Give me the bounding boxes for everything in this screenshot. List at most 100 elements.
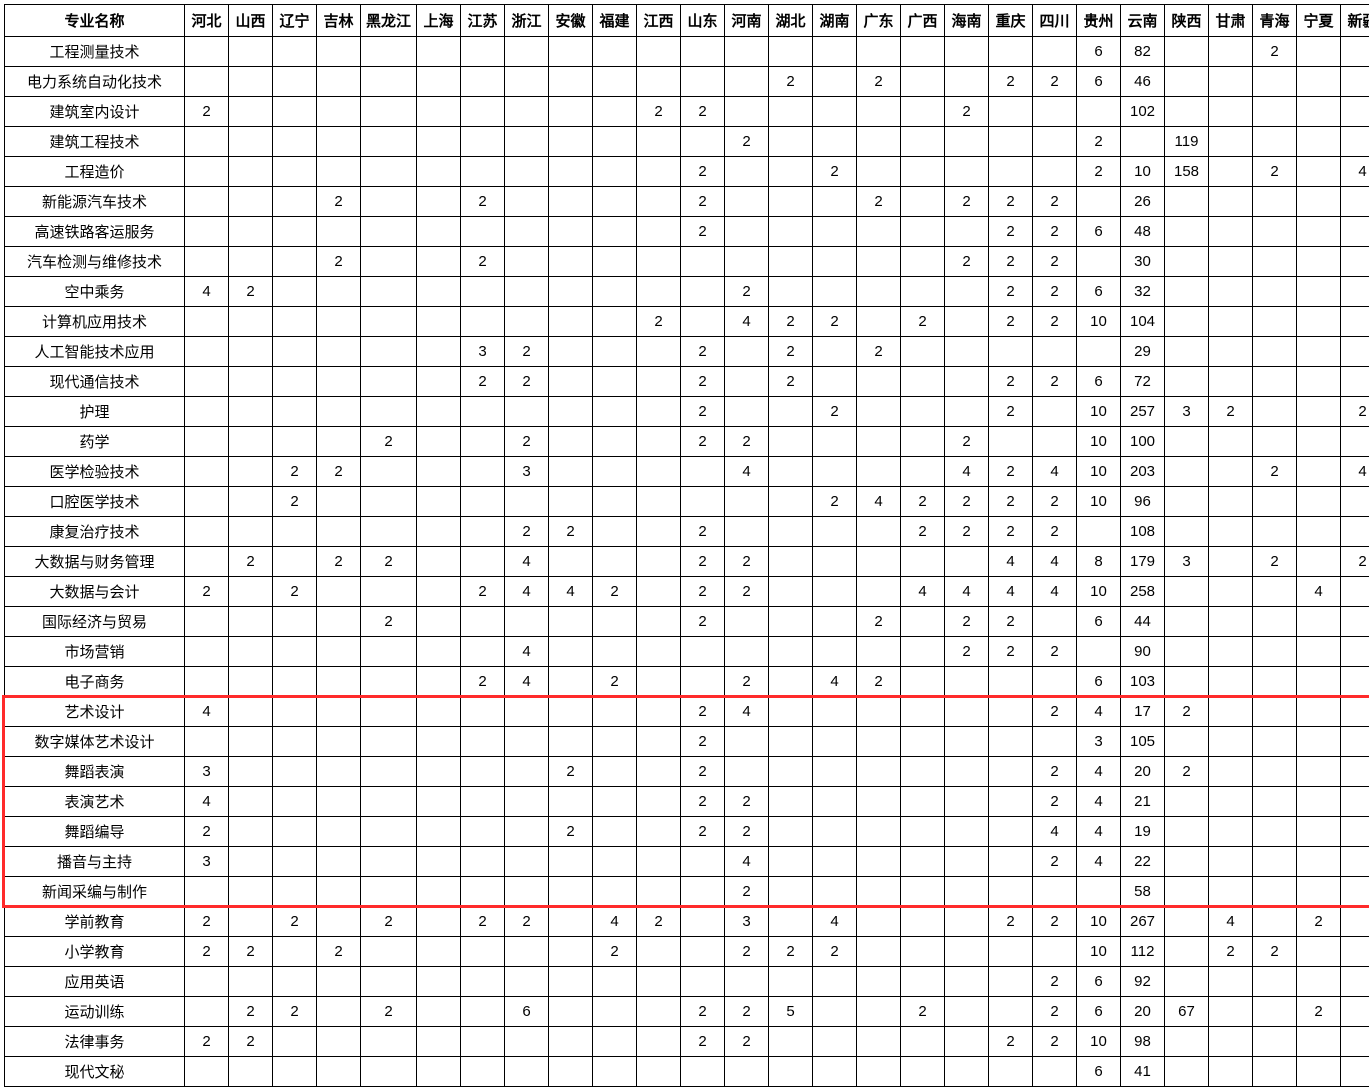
value-cell [1253, 697, 1297, 727]
value-cell [185, 427, 229, 457]
value-cell: 2 [989, 607, 1033, 637]
value-cell [1341, 1057, 1369, 1087]
value-cell [229, 1057, 273, 1087]
table-row: 播音与主持342422 [5, 847, 1369, 877]
value-cell: 2 [185, 1027, 229, 1057]
value-cell [417, 1027, 461, 1057]
value-cell [769, 517, 813, 547]
value-cell [505, 67, 549, 97]
value-cell [593, 517, 637, 547]
value-cell [1165, 1027, 1209, 1057]
value-cell [549, 877, 593, 907]
value-cell: 2 [229, 997, 273, 1027]
value-cell [461, 937, 505, 967]
value-cell [361, 787, 417, 817]
value-cell [229, 247, 273, 277]
value-cell [1297, 187, 1341, 217]
value-cell [549, 247, 593, 277]
value-cell [637, 547, 681, 577]
value-cell [1297, 307, 1341, 337]
value-cell: 2 [505, 907, 549, 937]
value-cell [461, 217, 505, 247]
value-cell [361, 187, 417, 217]
value-cell [593, 637, 637, 667]
value-cell [417, 487, 461, 517]
value-cell [317, 37, 361, 67]
value-cell [505, 817, 549, 847]
value-cell [1253, 787, 1297, 817]
value-cell [185, 667, 229, 697]
value-cell [1033, 1057, 1077, 1087]
major-name-cell: 运动训练 [5, 997, 185, 1027]
value-cell: 2 [813, 307, 857, 337]
value-cell [1209, 187, 1253, 217]
value-cell [549, 697, 593, 727]
value-cell [1297, 127, 1341, 157]
value-cell: 4 [1297, 577, 1341, 607]
value-cell [1253, 277, 1297, 307]
value-cell [185, 637, 229, 667]
value-cell [857, 1027, 901, 1057]
value-cell [505, 397, 549, 427]
value-cell: 4 [725, 697, 769, 727]
value-cell: 10 [1121, 157, 1165, 187]
value-cell [857, 577, 901, 607]
value-cell: 20 [1121, 757, 1165, 787]
value-cell: 108 [1121, 517, 1165, 547]
value-cell: 2 [1253, 37, 1297, 67]
value-cell [317, 847, 361, 877]
value-cell [637, 967, 681, 997]
value-cell: 2 [185, 907, 229, 937]
value-cell [857, 697, 901, 727]
value-cell [1341, 517, 1369, 547]
value-cell [549, 1027, 593, 1057]
value-cell [901, 337, 945, 367]
value-cell [945, 337, 989, 367]
value-cell [1033, 127, 1077, 157]
value-cell [229, 127, 273, 157]
value-cell [637, 667, 681, 697]
value-cell [505, 187, 549, 217]
value-cell [229, 337, 273, 367]
value-cell: 2 [681, 367, 725, 397]
value-cell [1165, 907, 1209, 937]
value-cell [1341, 217, 1369, 247]
value-cell [1209, 457, 1253, 487]
value-cell [989, 1057, 1033, 1087]
table-row: 运动训练222622522620672 [5, 997, 1369, 1027]
value-cell [361, 577, 417, 607]
value-cell [857, 817, 901, 847]
value-cell: 2 [857, 187, 901, 217]
value-cell [813, 427, 857, 457]
value-cell [989, 127, 1033, 157]
major-name-cell: 口腔医学技术 [5, 487, 185, 517]
value-cell: 2 [461, 667, 505, 697]
value-cell [813, 577, 857, 607]
value-cell: 4 [505, 577, 549, 607]
value-cell [361, 1057, 417, 1087]
value-cell [461, 277, 505, 307]
value-cell [945, 217, 989, 247]
value-cell [769, 757, 813, 787]
value-cell [317, 997, 361, 1027]
value-cell [681, 937, 725, 967]
value-cell [229, 37, 273, 67]
value-cell [857, 367, 901, 397]
col-header-province: 江西 [637, 5, 681, 37]
value-cell [1253, 757, 1297, 787]
value-cell [505, 1027, 549, 1057]
value-cell: 2 [593, 937, 637, 967]
value-cell [637, 127, 681, 157]
value-cell: 6 [1077, 277, 1121, 307]
value-cell [637, 157, 681, 187]
value-cell [1165, 457, 1209, 487]
table-row: 电力系统自动化技术2222646 [5, 67, 1369, 97]
value-cell: 2 [593, 577, 637, 607]
value-cell [637, 697, 681, 727]
value-cell: 2 [989, 277, 1033, 307]
value-cell [989, 757, 1033, 787]
value-cell [1253, 97, 1297, 127]
value-cell [185, 67, 229, 97]
value-cell: 2 [1209, 937, 1253, 967]
value-cell [361, 247, 417, 277]
